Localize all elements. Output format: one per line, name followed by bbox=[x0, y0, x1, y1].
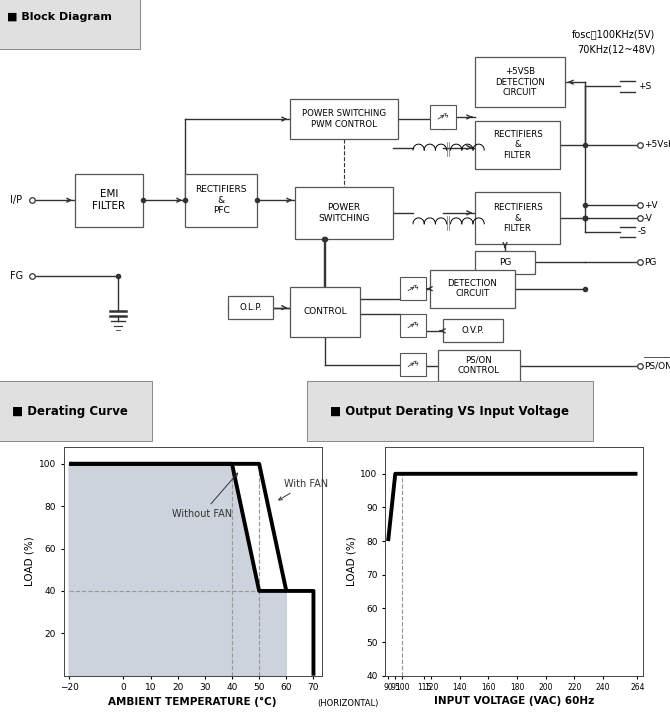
Text: PS/ON
CONTROL: PS/ON CONTROL bbox=[458, 356, 500, 375]
Text: O.L.P.: O.L.P. bbox=[239, 303, 262, 312]
Text: ■ Output Derating VS Input Voltage: ■ Output Derating VS Input Voltage bbox=[330, 405, 570, 418]
Text: (HORIZONTAL): (HORIZONTAL) bbox=[318, 699, 379, 708]
Bar bbox=[295, 187, 393, 240]
Text: RECTIFIERS
&
FILTER: RECTIFIERS & FILTER bbox=[492, 130, 543, 159]
Text: PG: PG bbox=[498, 258, 511, 267]
Text: I/P: I/P bbox=[10, 195, 22, 205]
Text: RECTIFIERS
&
FILTER: RECTIFIERS & FILTER bbox=[492, 203, 543, 233]
Text: +5VSB
DETECTION
CIRCUIT: +5VSB DETECTION CIRCUIT bbox=[495, 67, 545, 97]
Bar bbox=[430, 105, 456, 129]
Text: fosc：100KHz(5V): fosc：100KHz(5V) bbox=[572, 29, 655, 39]
Text: POWER
SWITCHING: POWER SWITCHING bbox=[318, 203, 370, 222]
Text: 70KHz(12~48V): 70KHz(12~48V) bbox=[577, 44, 655, 54]
Text: -S: -S bbox=[638, 227, 647, 237]
Polygon shape bbox=[69, 464, 286, 676]
Bar bbox=[400, 277, 426, 300]
Text: -V: -V bbox=[644, 214, 653, 222]
Text: O.V.P.: O.V.P. bbox=[462, 326, 484, 335]
Bar bbox=[475, 57, 565, 107]
Text: CONTROL: CONTROL bbox=[304, 307, 347, 317]
Bar bbox=[228, 296, 273, 320]
Text: +S: +S bbox=[638, 82, 651, 91]
Bar bbox=[75, 174, 143, 227]
Y-axis label: LOAD (%): LOAD (%) bbox=[25, 536, 35, 586]
Bar bbox=[475, 121, 560, 169]
Text: PS/ON: PS/ON bbox=[644, 361, 670, 370]
Text: POWER SWITCHING
PWM CONTROL: POWER SWITCHING PWM CONTROL bbox=[302, 109, 386, 129]
Text: PG: PG bbox=[644, 258, 657, 267]
Bar bbox=[185, 174, 257, 227]
Text: FG: FG bbox=[10, 271, 23, 281]
X-axis label: INPUT VOLTAGE (VAC) 60Hz: INPUT VOLTAGE (VAC) 60Hz bbox=[434, 696, 594, 706]
Bar bbox=[290, 99, 398, 139]
Text: With FAN: With FAN bbox=[279, 479, 328, 500]
Y-axis label: LOAD (%): LOAD (%) bbox=[346, 536, 356, 586]
Text: RECTIFIERS
&
PFC: RECTIFIERS & PFC bbox=[195, 185, 247, 215]
Bar bbox=[430, 270, 515, 307]
Text: +5Vsb: +5Vsb bbox=[644, 140, 670, 149]
X-axis label: AMBIENT TEMPERATURE (°C): AMBIENT TEMPERATURE (°C) bbox=[109, 696, 277, 706]
Bar bbox=[475, 251, 535, 274]
Bar bbox=[443, 320, 503, 342]
Text: Without FAN: Without FAN bbox=[172, 473, 238, 519]
Bar bbox=[290, 287, 360, 337]
Bar bbox=[438, 350, 520, 381]
Bar bbox=[400, 314, 426, 337]
Text: DETECTION
CIRCUIT: DETECTION CIRCUIT bbox=[448, 279, 497, 298]
Text: EMI
FILTER: EMI FILTER bbox=[92, 189, 125, 211]
Bar bbox=[475, 192, 560, 245]
Text: ■ Block Diagram: ■ Block Diagram bbox=[7, 11, 112, 21]
Text: ■ Derating Curve: ■ Derating Curve bbox=[12, 405, 128, 418]
Text: +V: +V bbox=[644, 201, 658, 210]
Bar bbox=[400, 353, 426, 376]
